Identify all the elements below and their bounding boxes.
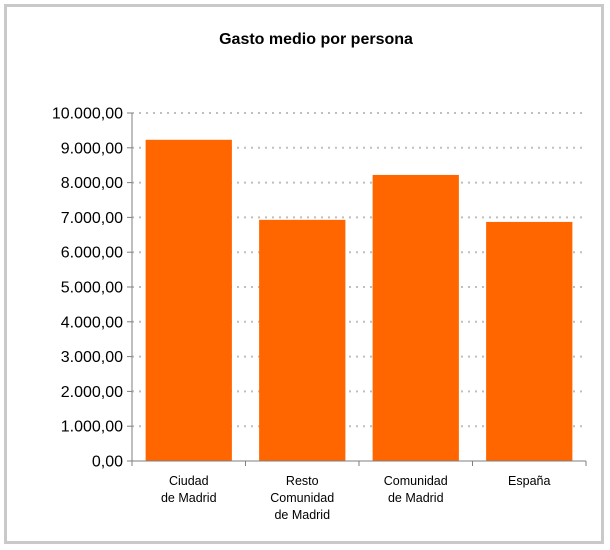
x-tick-label: de Madrid bbox=[161, 491, 217, 505]
bar bbox=[145, 139, 232, 461]
y-tick-label: 7.000,00 bbox=[61, 210, 123, 227]
x-tick-label: España bbox=[508, 474, 550, 488]
x-tick-label: Ciudad bbox=[169, 474, 209, 488]
y-tick-label: 3.000,00 bbox=[61, 349, 123, 366]
y-tick-label: 6.000,00 bbox=[61, 245, 123, 262]
bar bbox=[486, 221, 573, 461]
x-tick-label: de Madrid bbox=[388, 491, 444, 505]
y-tick-label: 0,00 bbox=[92, 454, 123, 471]
x-tick-label: Comunidad bbox=[384, 474, 448, 488]
y-tick-label: 5.000,00 bbox=[61, 280, 123, 297]
bars bbox=[145, 139, 573, 461]
y-axis-tick-labels: 0,00 1.000,00 2.000,00 3.000,00 4.000,00 5.00… bbox=[52, 106, 132, 471]
y-tick-label: 10.000,00 bbox=[52, 106, 123, 123]
y-tick-label: 9.000,00 bbox=[61, 140, 123, 157]
x-axis-tick-labels: Ciudad de Madrid Resto Comunidad de Madrid Co… bbox=[161, 474, 551, 522]
bar bbox=[372, 174, 459, 461]
y-tick-label: 2.000,00 bbox=[61, 384, 123, 401]
chart-title: Gasto medio por persona bbox=[219, 31, 413, 48]
bar bbox=[259, 219, 346, 461]
x-tick-label: de Madrid bbox=[274, 508, 330, 522]
x-tick-label: Comunidad bbox=[270, 491, 334, 505]
x-tick-label: Resto bbox=[286, 474, 319, 488]
y-tick-label: 4.000,00 bbox=[61, 314, 123, 331]
y-tick-label: 8.000,00 bbox=[61, 175, 123, 192]
y-tick-label: 1.000,00 bbox=[61, 419, 123, 436]
